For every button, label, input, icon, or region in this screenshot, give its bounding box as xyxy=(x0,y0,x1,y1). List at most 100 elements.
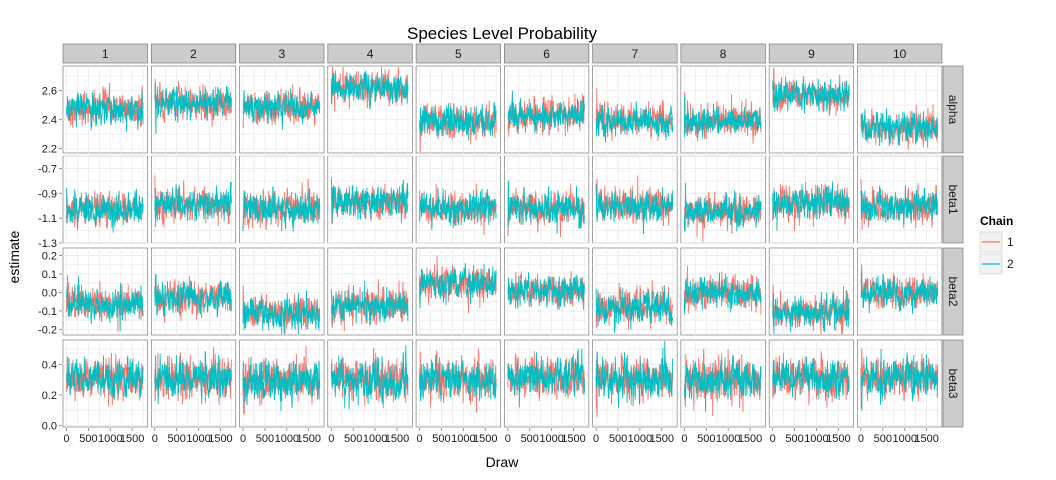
facet-column-label: 8 xyxy=(720,47,727,61)
chain-2-trace xyxy=(419,355,497,402)
x-tick-label: 0 xyxy=(593,433,599,445)
x-tick-label: 500 xyxy=(344,433,362,445)
x-tick-label: 0 xyxy=(240,433,246,445)
chain-2-trace xyxy=(683,95,762,141)
x-tick-label: 1000 xyxy=(186,433,210,445)
legend-title: Chain xyxy=(980,214,1013,228)
chain-2-trace xyxy=(507,90,585,135)
facet-column-strip xyxy=(239,43,325,64)
y-tick-label: -0.2 xyxy=(38,324,57,336)
x-tick-label: 500 xyxy=(609,433,627,445)
facet-column-label: 10 xyxy=(893,47,907,61)
chain-2-trace xyxy=(66,90,144,132)
facet-column-strip xyxy=(327,43,413,64)
x-tick-label: 1500 xyxy=(385,433,409,445)
chain-2-trace xyxy=(330,345,409,410)
x-tick-label: 500 xyxy=(697,433,715,445)
facet-panel xyxy=(62,65,148,154)
legend-label: 2 xyxy=(1007,257,1014,271)
facet-column-label: 7 xyxy=(632,47,639,61)
y-tick-label: 0.4 xyxy=(42,359,57,371)
chain-2-trace xyxy=(330,280,409,325)
facet-column-strip xyxy=(592,43,678,64)
x-tick-label: 1000 xyxy=(539,433,563,445)
facet-column-strip xyxy=(768,43,854,64)
facet-panel xyxy=(415,339,501,428)
chain-2-trace xyxy=(595,340,674,408)
y-tick-label: 0.2 xyxy=(42,390,57,402)
facet-column-label: 4 xyxy=(367,47,374,61)
facet-panel xyxy=(680,247,766,336)
x-tick-label: 1000 xyxy=(363,433,387,445)
facet-column-label: 5 xyxy=(455,47,462,61)
chart-title: Species Level Probability xyxy=(407,24,597,43)
y-tick-label: -1.1 xyxy=(38,213,57,225)
y-tick-label: -0.9 xyxy=(38,188,57,200)
facet-panel xyxy=(768,247,854,336)
chain-2-trace xyxy=(419,187,497,231)
chain-2-trace xyxy=(860,272,939,314)
chain-1-trace xyxy=(595,280,674,330)
chain-2-trace xyxy=(507,348,585,408)
x-tick-label: 0 xyxy=(770,433,776,445)
facet-column-strip xyxy=(415,43,501,64)
panel-background xyxy=(680,155,766,244)
facet-panel xyxy=(62,247,148,336)
x-tick-label: 500 xyxy=(167,433,185,445)
chain-2-trace xyxy=(860,107,939,148)
x-tick-label: 1500 xyxy=(738,433,762,445)
x-tick-label: 1000 xyxy=(892,433,916,445)
x-tick-label: 1000 xyxy=(804,433,828,445)
chain-2-trace xyxy=(772,181,850,231)
facet-panel xyxy=(239,247,325,336)
facet-panel xyxy=(327,247,413,336)
x-tick-label: 1000 xyxy=(716,433,740,445)
legend-label: 1 xyxy=(1007,235,1014,249)
facet-panel xyxy=(768,339,854,428)
facet-panel xyxy=(504,65,590,154)
x-tick-label: 1000 xyxy=(451,433,475,445)
facet-panel xyxy=(592,65,678,154)
chain-2-trace xyxy=(860,185,939,224)
facet-panels: 1 2 3 4 5 6 7 8 9 10 alpha 2.2 2.4 2.6 beta1 -1.3 -1.1 -0… xyxy=(38,43,964,432)
y-tick-label: 0.2 xyxy=(42,250,57,262)
x-tick-label: 1500 xyxy=(561,433,585,445)
facet-panel xyxy=(327,339,413,428)
facet-panel xyxy=(415,247,501,336)
facet-panel xyxy=(857,65,943,154)
facet-column-strip xyxy=(857,43,943,64)
chain-2-trace xyxy=(595,101,674,143)
x-tick-label: 500 xyxy=(432,433,450,445)
legend: Chain 1 2 xyxy=(979,214,1014,275)
facet-panel xyxy=(239,155,325,244)
x-tick-label: 1500 xyxy=(120,433,144,445)
facet-column-label: 3 xyxy=(278,47,285,61)
chain-2-trace xyxy=(595,285,674,333)
x-tick-label: 1000 xyxy=(98,433,122,445)
y-tick-label: -0.7 xyxy=(38,163,57,175)
panel-background xyxy=(415,65,501,154)
x-tick-label: 0 xyxy=(152,433,158,445)
y-tick-label: 2.2 xyxy=(42,144,57,156)
chain-2-trace xyxy=(595,184,674,235)
facet-panel xyxy=(680,339,766,428)
x-tick-label: 1500 xyxy=(826,433,850,445)
chain-2-trace xyxy=(683,182,762,232)
x-tick-label: 0 xyxy=(858,433,864,445)
y-tick-label: 2.4 xyxy=(42,115,57,127)
chain-2-trace xyxy=(66,276,144,332)
facet-panel xyxy=(239,65,325,154)
facet-panel xyxy=(415,155,501,244)
y-tick-label: 0.1 xyxy=(42,269,57,281)
chain-2-trace xyxy=(419,262,497,309)
x-tick-label: 500 xyxy=(874,433,892,445)
chain-2-trace xyxy=(154,351,232,405)
facet-panel xyxy=(768,155,854,244)
facet-row-strip xyxy=(942,339,964,428)
chain-2-trace xyxy=(330,70,409,110)
chain-2-trace xyxy=(419,102,497,141)
x-tick-label: 1500 xyxy=(473,433,497,445)
facet-panel xyxy=(592,155,678,244)
x-tick-label: 1500 xyxy=(296,433,320,445)
